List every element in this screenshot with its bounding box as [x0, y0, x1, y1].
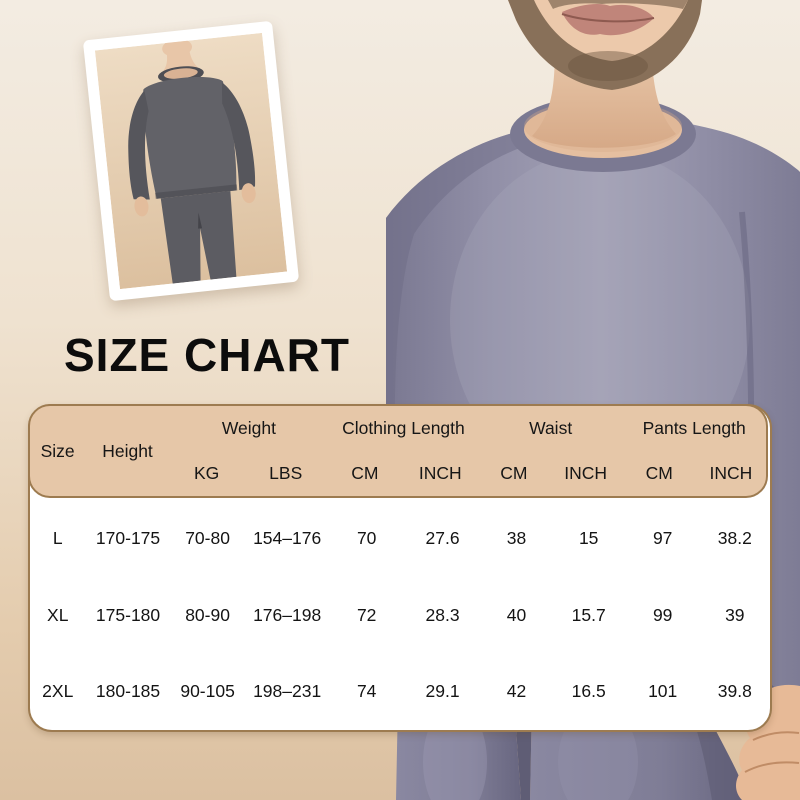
cell-xl-pants-cm: 99 [652, 604, 673, 625]
subcol-waist-inch: INCH [564, 463, 607, 483]
cell-xl-size: XL [47, 604, 69, 625]
subcol-waist-cm: CM [500, 463, 528, 483]
cell-xl-waist-inch: 15.7 [571, 604, 606, 625]
cell-l-waist-inch: 15 [578, 527, 599, 548]
col-header-pants-length: Pants Length [642, 418, 746, 438]
col-header-weight: Weight [221, 418, 276, 438]
cell-2xl-clothing-inch: 29.1 [425, 681, 460, 702]
cell-2xl-weight-lbs: 198–231 [253, 681, 322, 702]
subcol-weight-lbs: LBS [269, 463, 303, 483]
cell-2xl-pants-cm: 101 [648, 681, 678, 702]
cell-2xl-waist-cm: 42 [506, 681, 527, 702]
cell-l-waist-cm: 38 [506, 527, 527, 548]
table-row-l: L 170-175 70-80 154–176 70 27.6 38 15 97… [30, 500, 770, 577]
cell-2xl-height: 180-185 [95, 681, 161, 702]
size-chart-table-body: L 170-175 70-80 154–176 70 27.6 38 15 97… [30, 500, 770, 730]
cell-l-pants-cm: 97 [652, 527, 673, 548]
cell-xl-waist-cm: 40 [506, 604, 527, 625]
subcol-clothing-cm: CM [351, 463, 379, 483]
cell-l-clothing-inch: 27.6 [425, 527, 460, 548]
cell-xl-weight-kg: 80-90 [185, 604, 230, 625]
table-row-xl: XL 175-180 80-90 176–198 72 28.3 40 15.7… [30, 577, 770, 654]
cell-l-weight-lbs: 154–176 [253, 527, 322, 548]
cell-xl-weight-lbs: 176–198 [253, 604, 322, 625]
col-header-size: Size [40, 440, 75, 461]
cell-xl-height: 175-180 [95, 604, 161, 625]
size-chart-table: Size Height Weight Clothing Length Waist… [28, 404, 772, 732]
cell-l-weight-kg: 70-80 [185, 527, 230, 548]
cell-xl-pants-inch: 39 [725, 604, 745, 625]
col-header-waist: Waist [529, 418, 573, 438]
cell-l-size: L [52, 527, 63, 548]
cell-2xl-clothing-cm: 74 [356, 681, 377, 702]
subcol-weight-kg: KG [193, 463, 220, 483]
inset-product-photo [94, 32, 288, 290]
subcol-pants-inch: INCH [709, 463, 753, 483]
cell-2xl-weight-kg: 90-105 [180, 681, 235, 702]
col-header-clothing-length: Clothing Length [342, 418, 465, 438]
inset-product-photo-frame [82, 20, 300, 302]
size-chart-table-header: Size Height Weight Clothing Length Waist… [28, 404, 768, 498]
cell-2xl-size: 2XL [42, 681, 74, 702]
cell-l-clothing-cm: 70 [356, 527, 377, 548]
cell-l-height: 170-175 [95, 527, 161, 548]
cell-xl-clothing-inch: 28.3 [425, 604, 460, 625]
subcol-clothing-inch: INCH [418, 463, 462, 483]
col-header-height: Height [102, 440, 153, 461]
table-row-2xl: 2XL 180-185 90-105 198–231 74 29.1 42 16… [30, 653, 770, 730]
size-chart-title: SIZE CHART [64, 329, 350, 381]
cell-2xl-waist-inch: 16.5 [571, 681, 606, 702]
cell-2xl-pants-inch: 39.8 [717, 681, 752, 702]
subcol-pants-cm: CM [645, 463, 673, 483]
cell-l-pants-inch: 38.2 [717, 527, 752, 548]
cell-xl-clothing-cm: 72 [356, 604, 377, 625]
